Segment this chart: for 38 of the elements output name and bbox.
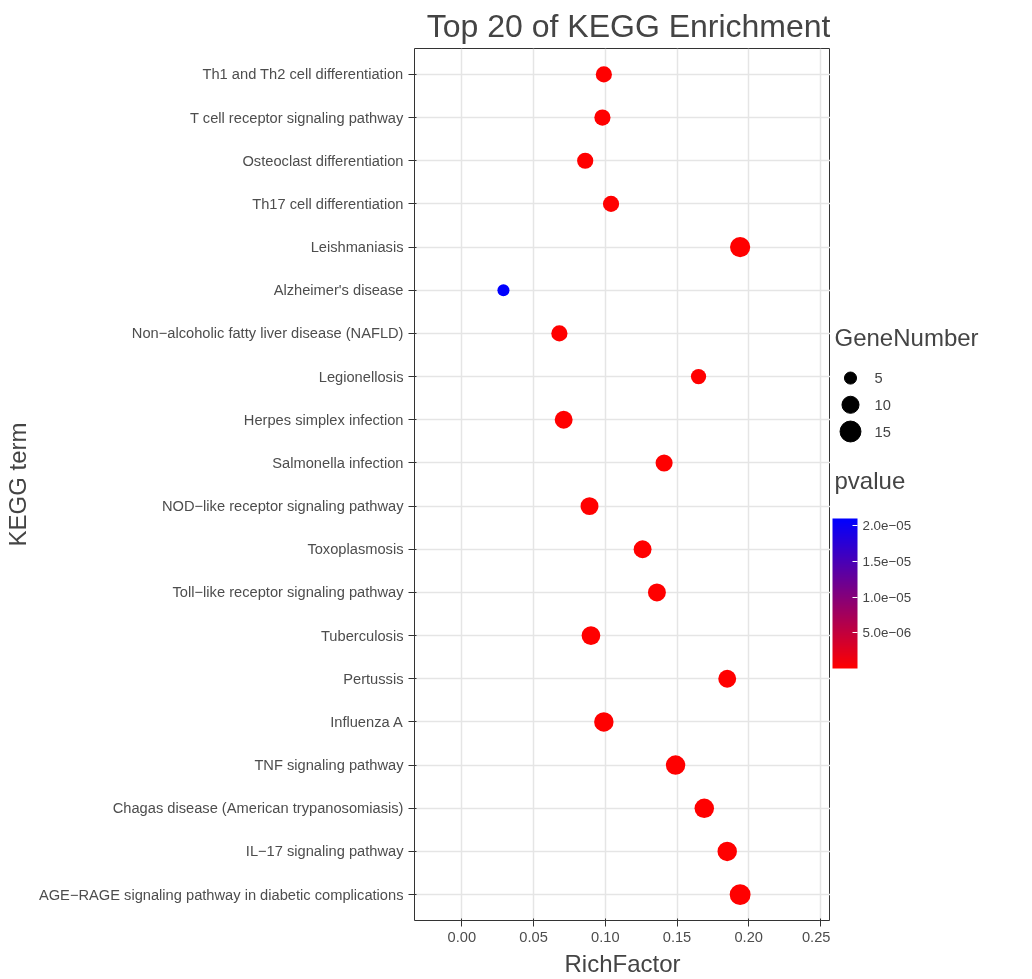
color-bar-label: 2.0e−05 <box>862 518 912 534</box>
color-bar-title: pvalue <box>834 466 906 494</box>
y-tick-label: Herpes simplex infection <box>243 411 404 428</box>
color-bar-label: 1.5e−05 <box>862 553 912 569</box>
color-bar-label: 5.0e−06 <box>862 625 912 641</box>
y-tick-label: Leishmaniasis <box>310 239 404 256</box>
y-tick-label: TNF signaling pathway <box>254 757 405 774</box>
x-tick-label: 0.10 <box>591 928 620 945</box>
y-tick-label: Influenza A <box>330 713 403 730</box>
y-tick-label: Salmonella infection <box>272 454 404 471</box>
y-tick-label: Chagas disease (American trypanosomiasis) <box>112 800 404 817</box>
y-tick-label: Tuberculosis <box>320 627 404 644</box>
x-tick-label: 0.25 <box>801 928 831 945</box>
x-tick-label: 0.15 <box>662 928 692 945</box>
y-tick-label: Alzheimer's disease <box>273 282 404 299</box>
y-tick-label: IL−17 signaling pathway <box>245 843 405 860</box>
y-tick-label: AGE−RAGE signaling pathway in diabetic complications <box>38 886 404 903</box>
color-bar-label: 1.0e−05 <box>862 589 912 605</box>
x-tick-label: 0.05 <box>519 928 548 945</box>
y-tick-label: Non−alcoholic fatty liver disease (NAFLD) <box>131 325 404 342</box>
y-axis-title: KEGG term <box>3 422 31 547</box>
y-tick-label: Osteoclast differentiation <box>242 152 404 169</box>
y-tick-label: Legionellosis <box>318 368 404 385</box>
y-tick-label: Pertussis <box>343 670 404 687</box>
y-tick-label: T cell receptor signaling pathway <box>190 109 404 126</box>
x-tick-label: 0.00 <box>447 928 477 945</box>
y-tick-label: Toxoplasmosis <box>307 541 404 558</box>
legend-label: 15 <box>874 423 891 440</box>
y-tick-label: NOD−like receptor signaling pathway <box>161 498 405 515</box>
legend-label: 10 <box>874 396 891 413</box>
y-tick-label: Th17 cell differentiation <box>252 195 404 212</box>
legend-label: 5 <box>874 370 883 387</box>
y-tick-label: Toll−like receptor signaling pathway <box>172 584 405 601</box>
x-tick-label: 0.20 <box>734 928 763 945</box>
chart-title: Top 20 of KEGG Enrichment <box>426 7 831 44</box>
x-axis-title: RichFactor <box>564 949 681 977</box>
y-tick-label: Th1 and Th2 cell differentiation <box>202 66 404 83</box>
legend-title: GeneNumber <box>834 324 979 352</box>
